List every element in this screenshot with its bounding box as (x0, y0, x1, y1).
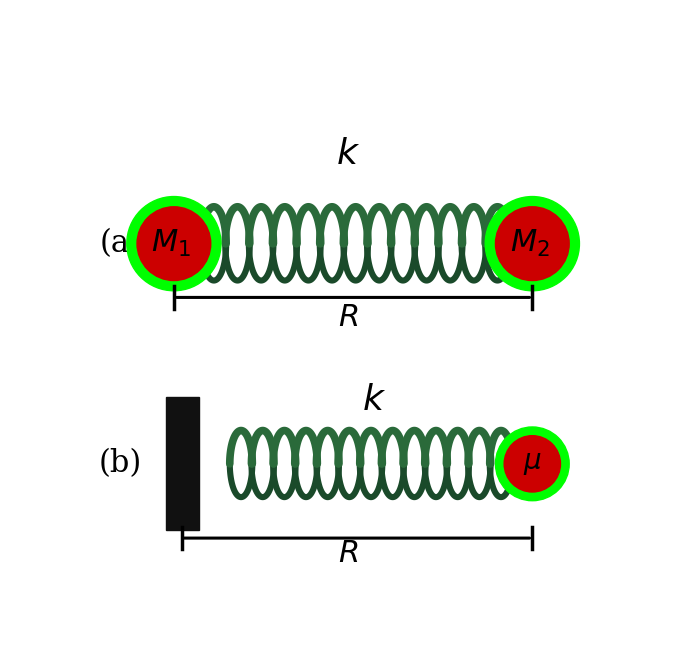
Text: $k$: $k$ (336, 137, 360, 171)
Circle shape (127, 197, 221, 291)
Circle shape (504, 436, 560, 492)
Circle shape (485, 197, 579, 291)
Text: $k$: $k$ (361, 383, 386, 417)
Text: $R$: $R$ (338, 303, 358, 333)
Text: $M_1$: $M_1$ (151, 228, 191, 259)
Text: (a): (a) (99, 228, 141, 259)
Circle shape (496, 207, 569, 281)
Circle shape (137, 207, 210, 281)
Bar (166, 397, 200, 531)
Text: (b): (b) (98, 448, 142, 479)
Text: $\mu$: $\mu$ (523, 450, 542, 477)
Text: $R$: $R$ (338, 538, 358, 569)
Text: $M_2$: $M_2$ (510, 228, 550, 259)
Circle shape (496, 427, 569, 501)
